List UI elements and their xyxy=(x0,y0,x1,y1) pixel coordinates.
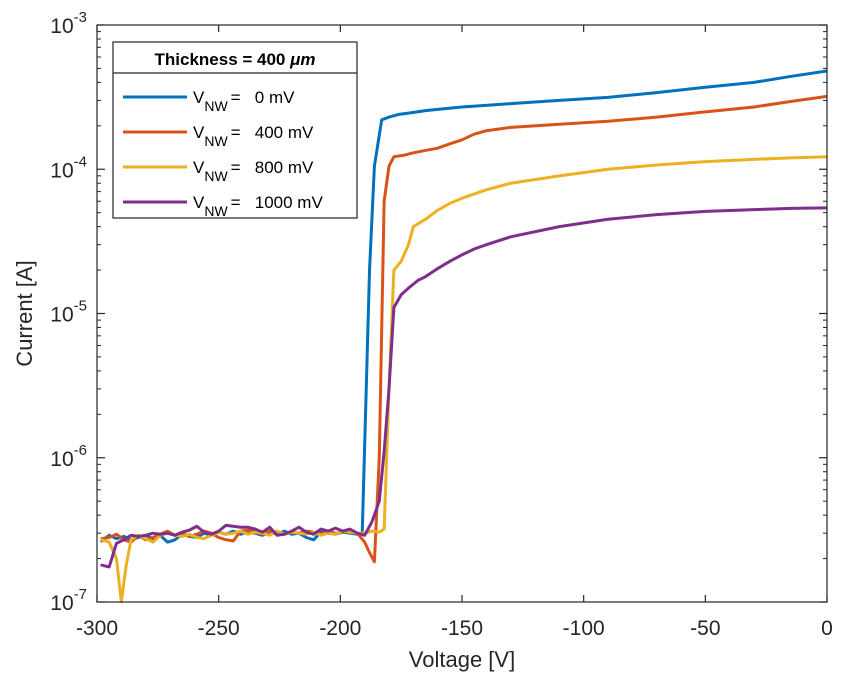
x-tick-label: -100 xyxy=(563,617,605,640)
legend: Thickness = 400 μm VNW = 0 mV VNW = 400 mV VN… xyxy=(112,41,358,219)
y-axis-label: Current [A] xyxy=(12,260,37,366)
axes-layer: -300 -250 -200 -150 -100 -50 0 10-7 10-6 10-5 10-4… xyxy=(50,9,833,640)
y-tick-label: 10-7 xyxy=(50,586,87,615)
legend-entry-1: VNW = 0 mV xyxy=(193,88,295,114)
x-tick-label: -200 xyxy=(319,617,361,640)
series-layer xyxy=(100,69,827,603)
legend-entry-4: VNW = 1000 mV xyxy=(193,193,323,219)
legend-entry-2: VNW = 400 mV xyxy=(193,123,314,149)
x-tick-label: -300 xyxy=(76,617,118,640)
x-tick-label: -250 xyxy=(198,617,240,640)
x-tick-label: -50 xyxy=(690,617,720,640)
x-axis-label: Voltage [V] xyxy=(409,647,515,672)
series-line-4 xyxy=(100,206,827,569)
y-tick-label: 10-3 xyxy=(50,9,87,38)
legend-box xyxy=(112,41,358,219)
y-tick-label: 10-5 xyxy=(50,298,87,327)
legend-entry-3: VNW = 800 mV xyxy=(193,158,314,184)
y-tick-label: 10-4 xyxy=(50,153,87,182)
x-tick-label: -150 xyxy=(441,617,483,640)
x-tick-label: 0 xyxy=(821,617,833,640)
labels-layer: Voltage [V] Current [A] xyxy=(12,260,515,672)
legend-title: Thickness = 400 μm xyxy=(155,50,316,69)
y-tick-label: 10-6 xyxy=(50,442,87,471)
